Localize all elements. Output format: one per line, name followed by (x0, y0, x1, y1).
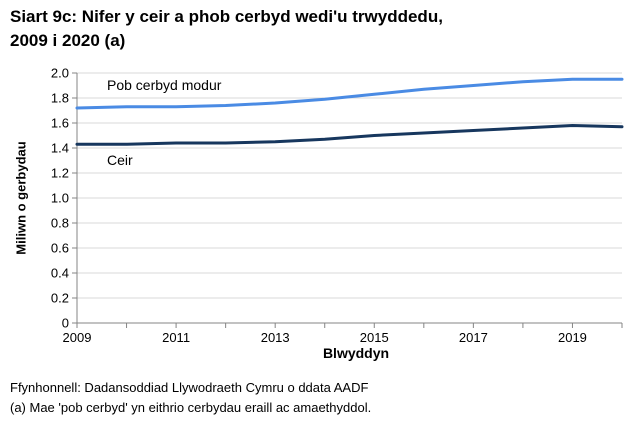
x-tick-label: 2015 (360, 330, 389, 345)
y-tick-label: 1.0 (51, 191, 69, 206)
y-tick-label: 0.2 (51, 291, 69, 306)
x-tick-label: 2011 (162, 330, 190, 345)
y-tick-label: 0.4 (51, 266, 69, 281)
source-note: Ffynhonnell: Dadansoddiad Llywodraeth Cy… (10, 380, 369, 395)
footnote-a: (a) Mae 'pob cerbyd' yn eithrio cerbydau… (10, 400, 372, 415)
y-tick-label: 1.8 (51, 91, 69, 106)
y-tick-label: 1.2 (51, 166, 69, 181)
series-label-pob-cerbyd-modur: Pob cerbyd modur (107, 77, 222, 93)
series-line-pob-cerbyd-modur (75, 77, 624, 110)
x-tick-label: 2017 (459, 330, 488, 345)
y-tick-label: 0 (62, 316, 69, 331)
series-label-ceir: Ceir (107, 152, 133, 168)
y-tick-label: 1.6 (51, 116, 69, 131)
footnotes: Ffynhonnell: Dadansoddiad Llywodraeth Cy… (10, 378, 371, 418)
page-title-line1: Siart 9c: Nifer y ceir a phob cerbyd wed… (10, 7, 443, 26)
series-line-ceir (75, 124, 624, 146)
y-tick-label: 0.8 (51, 216, 69, 231)
x-tick-label: 2013 (261, 330, 290, 345)
x-tick-label: 2019 (558, 330, 587, 345)
page-title-line2: 2009 i 2020 (a) (10, 31, 126, 50)
x-tick-label: 2009 (63, 330, 92, 345)
y-tick-label: 1.4 (51, 141, 69, 156)
y-axis-title: Miliwn o gerbydau (13, 141, 29, 255)
y-tick-label: 2.0 (51, 66, 69, 81)
chart-area: 0 0.2 0.4 0.6 0.8 1.0 1.2 1.4 1.6 1.8 2.0 2009 2011 2… (13, 66, 624, 361)
x-axis-title: Blwyddyn (322, 345, 390, 361)
chart-svg: 0 0.2 0.4 0.6 0.8 1.0 1.2 1.4 1.6 1.8 2.0 2009 2011 2… (51, 66, 624, 345)
y-tick-label: 0.6 (51, 241, 69, 256)
page-title: Siart 9c: Nifer y ceir a phob cerbyd wed… (10, 5, 610, 53)
